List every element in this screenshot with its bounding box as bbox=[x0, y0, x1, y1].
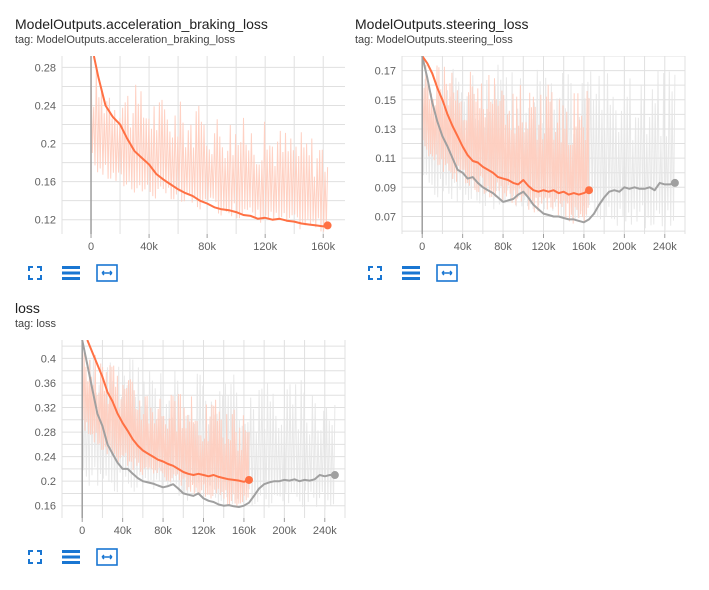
x-tick-label: 120k bbox=[192, 525, 216, 537]
series-end-point bbox=[244, 475, 253, 484]
x-tick-label: 120k bbox=[253, 241, 277, 253]
x-tick-label: 240k bbox=[653, 241, 677, 253]
chart-card-acceleration-braking-loss: ModelOutputs.acceleration_braking_loss t… bbox=[15, 16, 345, 286]
x-tick-label: 0 bbox=[88, 241, 94, 253]
x-tick-label: 80k bbox=[154, 525, 172, 537]
raw-series-band bbox=[81, 349, 250, 507]
x-tick-label: 80k bbox=[494, 241, 512, 253]
fit-domain-icon bbox=[436, 264, 458, 282]
y-tick-label: 0.4 bbox=[41, 353, 56, 365]
fullscreen-icon bbox=[368, 266, 382, 280]
y-tick-label: 0.16 bbox=[35, 501, 56, 513]
toggle-log-scale-button[interactable] bbox=[399, 263, 423, 283]
y-tick-label: 0.17 bbox=[375, 66, 396, 78]
chart-toolbar bbox=[363, 263, 471, 283]
x-tick-label: 240k bbox=[313, 525, 337, 537]
y-tick-label: 0.2 bbox=[41, 139, 56, 151]
fit-domain-button[interactable] bbox=[435, 263, 459, 283]
x-tick-label: 160k bbox=[232, 525, 256, 537]
series-line-gray bbox=[81, 340, 335, 508]
raw-series-band bbox=[421, 64, 590, 224]
chart-toolbar bbox=[23, 263, 131, 283]
chart-tag: tag: ModelOutputs.acceleration_braking_l… bbox=[15, 34, 236, 46]
y-tick-label: 0.32 bbox=[35, 403, 56, 415]
x-tick-label: 200k bbox=[272, 525, 296, 537]
y-tick-label: 0.09 bbox=[375, 182, 396, 194]
series-end-point bbox=[584, 186, 593, 195]
toggle-log-scale-button[interactable] bbox=[59, 547, 83, 567]
raw-series-band bbox=[81, 355, 336, 510]
chart-tag: tag: loss bbox=[15, 318, 56, 330]
series-line-orange bbox=[421, 56, 590, 196]
x-tick-label: 160k bbox=[572, 241, 596, 253]
y-tick-label: 0.28 bbox=[35, 62, 56, 74]
chart-tag: tag: ModelOutputs.steering_loss bbox=[355, 34, 513, 46]
fullscreen-icon bbox=[28, 550, 42, 564]
fullscreen-icon bbox=[28, 266, 42, 280]
raw-series-band bbox=[90, 61, 329, 232]
list-icon bbox=[402, 266, 420, 280]
x-tick-label: 120k bbox=[532, 241, 556, 253]
x-tick-label: 0 bbox=[79, 525, 85, 537]
series-end-point bbox=[670, 178, 679, 187]
y-tick-label: 0.12 bbox=[35, 215, 56, 227]
plot-area bbox=[421, 56, 676, 231]
x-tick-label: 40k bbox=[454, 241, 472, 253]
x-tick-label: 200k bbox=[612, 241, 636, 253]
chart-title: loss bbox=[15, 300, 40, 316]
toggle-log-scale-button[interactable] bbox=[59, 263, 83, 283]
list-icon bbox=[62, 266, 80, 280]
y-tick-label: 0.07 bbox=[375, 211, 396, 223]
x-tick-label: 40k bbox=[114, 525, 132, 537]
fit-domain-button[interactable] bbox=[95, 263, 119, 283]
y-tick-label: 0.28 bbox=[35, 427, 56, 439]
fit-domain-icon bbox=[96, 264, 118, 282]
fullscreen-button[interactable] bbox=[23, 263, 47, 283]
chart-title: ModelOutputs.acceleration_braking_loss bbox=[15, 16, 268, 32]
series-end-point bbox=[330, 471, 339, 480]
fit-domain-icon bbox=[96, 548, 118, 566]
chart-card-steering-loss: ModelOutputs.steering_loss tag: ModelOut… bbox=[355, 16, 690, 286]
x-tick-label: 160k bbox=[311, 241, 335, 253]
list-icon bbox=[62, 550, 80, 564]
series-line-orange bbox=[92, 56, 328, 228]
y-tick-label: 0.24 bbox=[35, 452, 56, 464]
fullscreen-button[interactable] bbox=[23, 547, 47, 567]
chart-toolbar bbox=[23, 547, 131, 567]
y-tick-label: 0.36 bbox=[35, 378, 56, 390]
y-tick-label: 0.11 bbox=[375, 153, 396, 165]
x-tick-label: 40k bbox=[140, 241, 158, 253]
series-end-point bbox=[323, 221, 332, 230]
y-tick-label: 0.2 bbox=[41, 476, 56, 488]
y-tick-label: 0.16 bbox=[35, 177, 56, 189]
line-chart[interactable]: 0.12 0.16 0.2 0.24 0.28 0 40k 80k 120k 160k bbox=[15, 56, 345, 276]
line-chart[interactable]: 0.07 0.09 0.11 0.13 0.15 0.17 0 40k 80k 120k 160k 2… bbox=[355, 56, 690, 276]
y-tick-label: 0.15 bbox=[375, 95, 396, 107]
chart-title: ModelOutputs.steering_loss bbox=[355, 16, 529, 32]
fit-domain-button[interactable] bbox=[95, 547, 119, 567]
plot-area bbox=[81, 340, 336, 510]
series-line-gray bbox=[421, 56, 676, 224]
y-tick-label: 0.13 bbox=[375, 124, 396, 136]
y-tick-label: 0.24 bbox=[35, 100, 56, 112]
chart-card-loss: loss tag: loss 0.16 0.2 0.24 0.28 0.32 0.36 0.… bbox=[15, 300, 350, 575]
series-line-orange bbox=[86, 340, 250, 483]
fullscreen-button[interactable] bbox=[363, 263, 387, 283]
line-chart[interactable]: 0.16 0.2 0.24 0.28 0.32 0.36 0.4 0 40k 80k 120k 160… bbox=[15, 340, 350, 562]
x-tick-label: 0 bbox=[419, 241, 425, 253]
x-tick-label: 80k bbox=[198, 241, 216, 253]
plot-area bbox=[90, 56, 329, 232]
